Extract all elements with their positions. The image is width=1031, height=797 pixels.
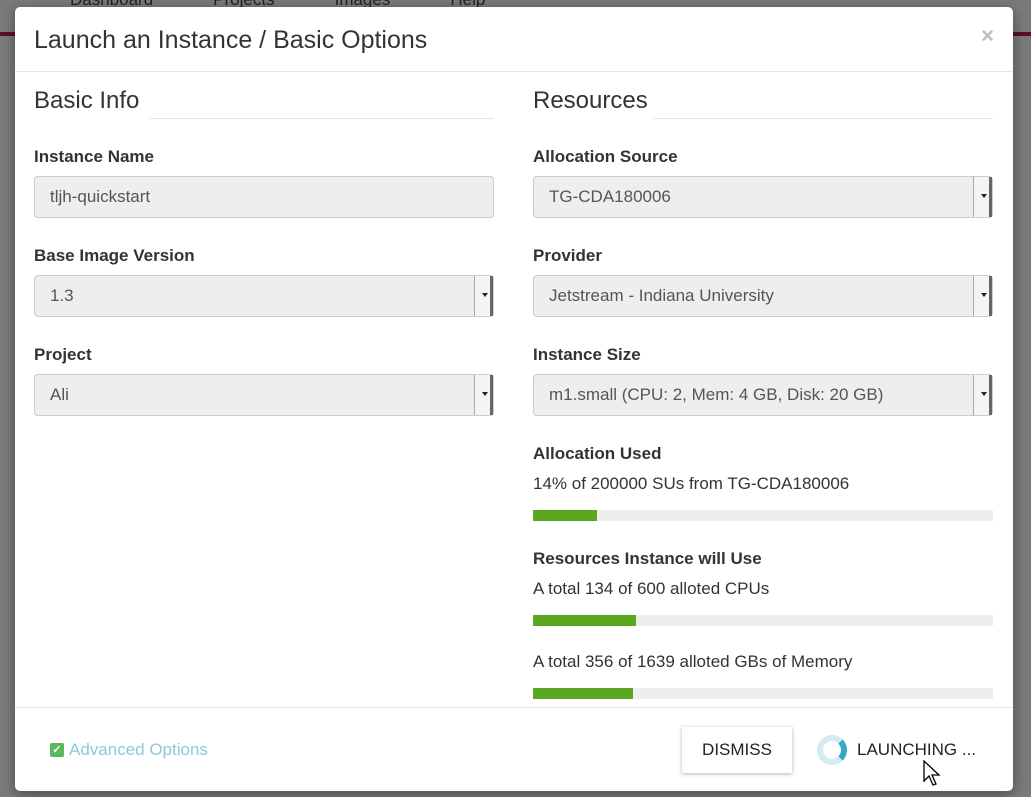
memory-usage-text: A total 356 of 1639 alloted GBs of Memor… [533,652,853,671]
base-image-version-label: Base Image Version [34,246,195,265]
instance-size-label: Instance Size [533,345,641,364]
mouse-cursor-icon [923,760,941,786]
basic-info-heading: Basic Info [34,87,494,119]
memory-usage-fill [533,688,633,699]
instance-size-value: m1.small (CPU: 2, Mem: 4 GB, Disk: 20 GB… [549,385,884,404]
allocation-used-bar [533,510,993,521]
instance-name-input[interactable]: tljh-quickstart [34,176,494,218]
dismiss-button[interactable]: DISMISS [682,727,792,773]
allocation-used-fill [533,510,598,521]
nav-help: Help [450,0,485,10]
allocation-source-select[interactable]: TG-CDA180006 [533,176,993,218]
instance-size-select[interactable]: m1.small (CPU: 2, Mem: 4 GB, Disk: 20 GB… [533,374,993,416]
close-icon[interactable]: × [981,23,994,48]
allocation-used-label: Allocation Used [533,444,662,463]
will-use-label: Resources Instance will Use [533,549,762,568]
launch-instance-modal: Launch an Instance / Basic Options × Bas… [15,7,1013,791]
modal-header: Launch an Instance / Basic Options × [15,7,1013,72]
cpu-usage-text: A total 134 of 600 alloted CPUs [533,579,770,598]
dropdown-arrow-icon [981,293,987,297]
base-image-version-value: 1.3 [50,286,74,305]
project-label: Project [34,345,92,364]
basic-info-section: Basic Info Instance Name tljh-quickstart… [34,87,494,416]
loading-spinner-icon [817,735,847,765]
allocation-source-value: TG-CDA180006 [549,187,671,206]
memory-usage-bar [533,688,993,699]
dropdown-arrow-icon [482,392,488,396]
nav-projects: Projects [213,0,274,10]
modal-title: Launch an Instance / Basic Options [34,26,428,54]
cpu-usage-fill [533,615,636,626]
base-image-version-select[interactable]: 1.3 [34,275,494,317]
project-value: Ali [50,385,69,404]
launching-button[interactable]: LAUNCHING ... [817,735,976,765]
resources-heading: Resources [533,87,993,119]
provider-select[interactable]: Jetstream - Indiana University [533,275,993,317]
checkbox-checked-icon: ✓ [50,743,64,757]
project-select[interactable]: Ali [34,374,494,416]
dropdown-arrow-icon [482,293,488,297]
allocation-source-label: Allocation Source [533,147,678,166]
allocation-used-text: 14% of 200000 SUs from TG-CDA180006 [533,474,850,493]
advanced-options-label: Advanced Options [69,740,208,759]
advanced-options-link[interactable]: ✓ Advanced Options [50,740,208,760]
nav-images: Images [335,0,391,10]
background-nav: Dashboard Projects Images Help [70,0,485,10]
provider-label: Provider [533,246,602,265]
provider-value: Jetstream - Indiana University [549,286,774,305]
modal-footer: ✓ Advanced Options DISMISS LAUNCHING ... [15,707,1013,791]
cpu-usage-bar [533,615,993,626]
dropdown-arrow-icon [981,194,987,198]
launching-label: LAUNCHING ... [857,740,977,759]
nav-dashboard: Dashboard [70,0,153,10]
instance-name-label: Instance Name [34,147,154,166]
resources-section: Resources Allocation Source TG-CDA180006… [533,87,993,699]
dropdown-arrow-icon [981,392,987,396]
